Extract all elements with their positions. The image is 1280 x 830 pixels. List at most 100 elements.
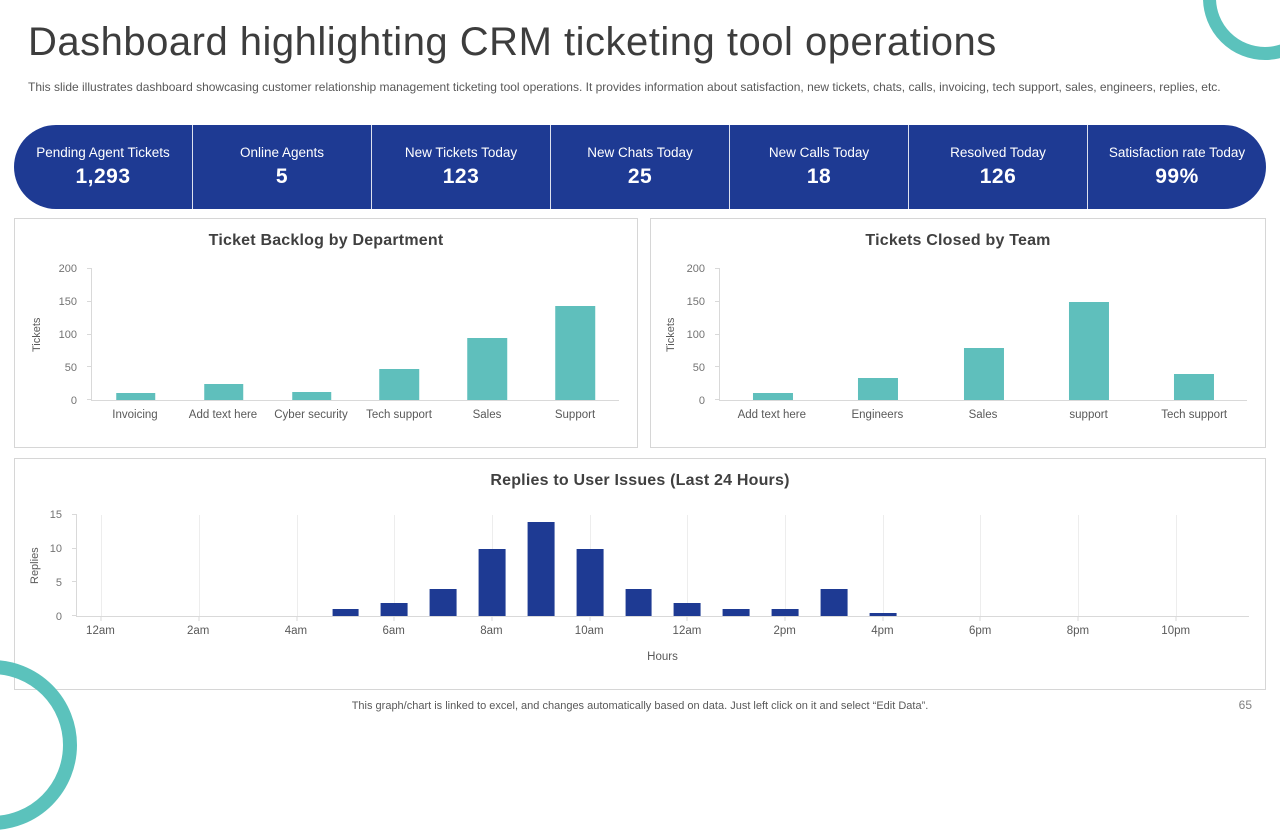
kpi-pending-agent-tickets: Pending Agent Tickets 1,293 (14, 125, 193, 209)
kpi-value: 1,293 (75, 165, 131, 188)
kpi-label: Resolved Today (950, 145, 1046, 160)
y-tick: 0 (698, 395, 705, 407)
kpi-value: 126 (979, 165, 1017, 188)
x-tick-label: Engineers (851, 409, 904, 421)
plot-area (87, 268, 619, 401)
kpi-label: New Tickets Today (404, 145, 518, 160)
chart-ticket-backlog-by-department[interactable]: Ticket Backlog by Department Tickets 0 50… (14, 218, 638, 448)
kpi-value: 25 (627, 165, 653, 188)
kpi-new-tickets-today: New Tickets Today 123 (372, 125, 551, 209)
kpi-value: 18 (806, 165, 832, 188)
chart-tickets-closed-by-team[interactable]: Tickets Closed by Team Tickets 0 50 100 150… (650, 218, 1266, 448)
x-tickmark (1175, 616, 1177, 621)
y-tick: 100 (686, 329, 705, 341)
y-tick: 100 (58, 329, 77, 341)
x-tick-label: Tech support (366, 409, 432, 421)
page-title: Dashboard highlighting CRM ticketing too… (28, 20, 997, 64)
vertical-gridline (101, 515, 103, 616)
chart-title: Tickets Closed by Team (865, 232, 1051, 249)
x-tick-label: Tech support (1161, 409, 1228, 421)
bar-sales (467, 337, 508, 400)
bar-sales (963, 347, 1004, 400)
kpi-new-calls-today: New Calls Today 18 (730, 125, 909, 209)
y-tick: 0 (55, 611, 62, 623)
bar-7am (429, 589, 457, 616)
vertical-gridline (882, 515, 884, 616)
x-tickmark (1077, 616, 1079, 621)
bar-1pm (722, 609, 750, 616)
vertical-gridline (199, 515, 201, 616)
bar-cyber-security (291, 391, 332, 400)
x-tickmark (882, 616, 884, 621)
vertical-gridline (1078, 515, 1080, 616)
plot-area (72, 514, 1249, 621)
x-tickmark (979, 616, 981, 621)
vertical-gridline (296, 515, 298, 616)
y-tickmark (72, 514, 77, 515)
bar-5am (332, 609, 359, 616)
bar-11am (625, 589, 652, 616)
y-tickmark (72, 615, 77, 616)
x-tick-label: 12am (86, 625, 115, 637)
kpi-new-chats-today: New Chats Today 25 (551, 125, 730, 209)
x-tick-label: Sales (968, 409, 998, 421)
y-tick: 50 (692, 362, 705, 374)
kpi-label: Pending Agent Tickets (36, 145, 170, 160)
bar-tech-support (1174, 373, 1215, 400)
bar-6am (380, 602, 408, 616)
y-tickmark (715, 366, 720, 368)
chart-title: Replies to User Issues (Last 24 Hours) (490, 472, 790, 489)
y-tickmark (715, 333, 720, 335)
x-axis-title: Hours (647, 651, 678, 663)
y-axis-ticks: 0 5 10 15 (15, 509, 70, 623)
y-tick: 150 (686, 296, 705, 308)
page-number: 65 (1238, 698, 1252, 712)
kpi-value: 123 (442, 165, 480, 188)
y-axis-ticks: 0 50 100 150 200 (651, 263, 713, 407)
kpi-bar: Pending Agent Tickets 1,293 Online Agents 5… (14, 125, 1266, 209)
kpi-satisfaction-rate-today: Satisfaction rate Today 99% (1088, 125, 1266, 209)
bar-3pm (820, 589, 848, 616)
bar-9am (527, 521, 555, 616)
bar-engineers (858, 377, 899, 400)
y-tickmark (715, 300, 720, 302)
y-tickmark (87, 268, 92, 269)
x-tick-label: 10pm (1161, 625, 1191, 637)
slide-subtitle: This slide illustrates dashboard showcas… (28, 80, 1221, 94)
x-tick-label: 6pm (969, 625, 992, 637)
x-tick-label: Add text here (737, 409, 806, 421)
bar-8am (478, 548, 506, 616)
x-tickmark (686, 616, 688, 621)
y-tick: 150 (58, 296, 77, 308)
bar-2pm (771, 609, 799, 616)
x-tick-label: Sales (472, 409, 502, 421)
x-tick-label: Invoicing (112, 409, 158, 421)
y-tickmark (87, 333, 92, 335)
x-tick-label: 2pm (773, 625, 796, 637)
chart-replies-to-user-issues[interactable]: Replies to User Issues (Last 24 Hours) R… (14, 458, 1266, 690)
x-tickmark (589, 616, 591, 621)
x-tick-label: 6am (382, 625, 405, 637)
bar-support (1068, 301, 1109, 400)
x-tick-label: 4am (284, 625, 308, 637)
y-tick: 5 (55, 577, 62, 590)
bar-support (555, 305, 595, 400)
bar-10am (576, 548, 604, 616)
x-tick-label: Support (554, 409, 596, 421)
kpi-resolved-today: Resolved Today 126 (909, 125, 1088, 209)
x-tickmark (491, 616, 493, 621)
kpi-label: New Calls Today (768, 145, 870, 160)
kpi-online-agents: Online Agents 5 (193, 125, 372, 209)
footer-note: This graph/chart is linked to excel, and… (351, 700, 929, 712)
vertical-gridline (980, 515, 982, 616)
x-tickmark (784, 616, 786, 621)
y-tickmark (72, 581, 77, 583)
vertical-gridline (1175, 515, 1177, 616)
bar-invoicing (116, 393, 156, 400)
bar-12pm (673, 602, 701, 616)
y-axis-ticks: 0 50 100 150 200 (15, 263, 85, 407)
kpi-label: Satisfaction rate Today (1108, 145, 1246, 160)
plot-area (715, 268, 1247, 401)
y-tick: 200 (686, 263, 705, 275)
x-axis-labels: 12am 2am 4am 6am 8am 10am 12am 2pm 4pm 6pm 8pm 10pm (76, 625, 1249, 641)
